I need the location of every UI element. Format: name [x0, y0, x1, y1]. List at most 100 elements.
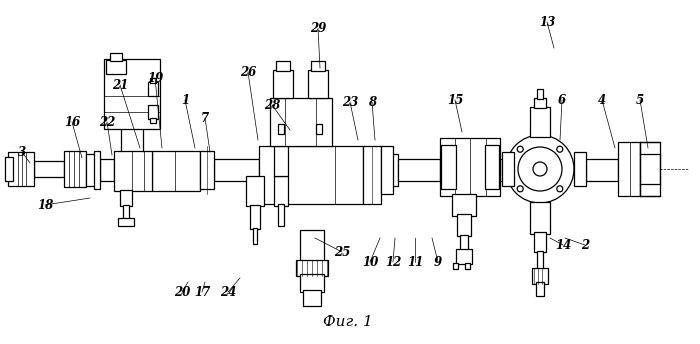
Bar — [300, 230, 324, 262]
Text: 13: 13 — [539, 15, 555, 29]
Text: 7: 7 — [201, 111, 209, 125]
Bar — [500, 159, 530, 181]
Bar — [200, 151, 214, 189]
Bar — [453, 263, 458, 269]
Bar — [86, 154, 96, 186]
Bar — [100, 159, 114, 181]
Bar — [398, 159, 440, 181]
Text: 19: 19 — [147, 72, 163, 85]
Bar — [642, 154, 658, 184]
Bar — [148, 82, 158, 96]
Bar — [308, 70, 328, 98]
Text: 4: 4 — [598, 94, 606, 107]
Circle shape — [533, 162, 547, 176]
Bar — [537, 89, 543, 99]
Text: 10: 10 — [362, 256, 378, 269]
Bar — [296, 260, 328, 276]
Text: 12: 12 — [385, 256, 401, 269]
Bar — [536, 282, 544, 296]
Bar — [104, 59, 160, 129]
Bar — [460, 235, 468, 250]
Bar — [276, 61, 290, 71]
Bar — [273, 70, 293, 98]
Bar — [300, 274, 324, 292]
Bar — [441, 145, 456, 189]
Text: 2: 2 — [581, 238, 589, 251]
Text: 14: 14 — [555, 238, 571, 251]
Text: 28: 28 — [264, 98, 280, 111]
Bar — [363, 146, 381, 204]
Text: 8: 8 — [368, 96, 376, 108]
Bar — [392, 154, 398, 186]
Text: 22: 22 — [99, 116, 115, 129]
Bar — [530, 107, 550, 137]
Bar — [532, 268, 548, 284]
Text: 24: 24 — [220, 286, 236, 299]
Text: Фиг. 1: Фиг. 1 — [323, 315, 373, 329]
Bar — [440, 138, 500, 196]
Bar — [452, 194, 476, 216]
Circle shape — [506, 135, 574, 203]
Bar — [114, 151, 152, 191]
Bar — [110, 53, 122, 61]
Bar — [502, 152, 514, 186]
Text: 9: 9 — [434, 256, 442, 269]
Bar — [640, 142, 660, 196]
Bar — [485, 145, 499, 189]
Bar — [574, 152, 586, 186]
Bar — [259, 146, 363, 204]
Circle shape — [517, 146, 523, 152]
Text: 17: 17 — [194, 286, 210, 299]
Circle shape — [517, 186, 523, 192]
Text: 16: 16 — [64, 116, 80, 129]
Bar — [618, 142, 640, 196]
Text: 6: 6 — [558, 94, 566, 107]
Bar — [8, 152, 34, 186]
Bar — [64, 151, 86, 187]
Text: 26: 26 — [240, 65, 256, 78]
Text: 18: 18 — [37, 198, 53, 212]
Circle shape — [556, 146, 563, 152]
Bar — [534, 98, 546, 108]
Bar — [457, 214, 471, 236]
Text: 25: 25 — [334, 246, 350, 258]
Bar — [250, 205, 260, 229]
Bar — [586, 159, 618, 181]
Text: 3: 3 — [18, 146, 26, 159]
Bar — [530, 202, 550, 234]
Bar — [120, 190, 132, 206]
Bar — [456, 249, 472, 264]
Bar — [94, 151, 100, 189]
Bar — [311, 61, 325, 71]
Bar — [274, 146, 288, 176]
Text: 20: 20 — [174, 286, 190, 299]
Bar — [381, 146, 393, 194]
Bar — [246, 176, 264, 206]
Bar — [465, 263, 470, 269]
Bar — [34, 161, 64, 177]
Bar — [278, 124, 284, 134]
Bar — [303, 290, 321, 306]
Bar — [148, 105, 158, 119]
Bar — [123, 205, 129, 219]
Bar — [150, 118, 156, 123]
Bar — [274, 176, 288, 206]
Text: 11: 11 — [407, 256, 423, 269]
Text: 21: 21 — [112, 78, 128, 92]
Bar — [316, 124, 322, 134]
Text: 15: 15 — [447, 94, 463, 107]
Bar — [150, 78, 156, 83]
Circle shape — [518, 147, 562, 191]
Text: 1: 1 — [181, 94, 189, 107]
Bar — [106, 60, 126, 74]
Circle shape — [556, 186, 563, 192]
Bar — [5, 157, 13, 181]
Text: 23: 23 — [342, 96, 358, 108]
Text: 29: 29 — [310, 22, 326, 34]
Bar — [152, 151, 200, 191]
Bar — [534, 232, 546, 252]
Bar — [278, 204, 284, 226]
Bar — [118, 218, 134, 226]
Bar — [253, 228, 257, 244]
Bar — [214, 159, 259, 181]
